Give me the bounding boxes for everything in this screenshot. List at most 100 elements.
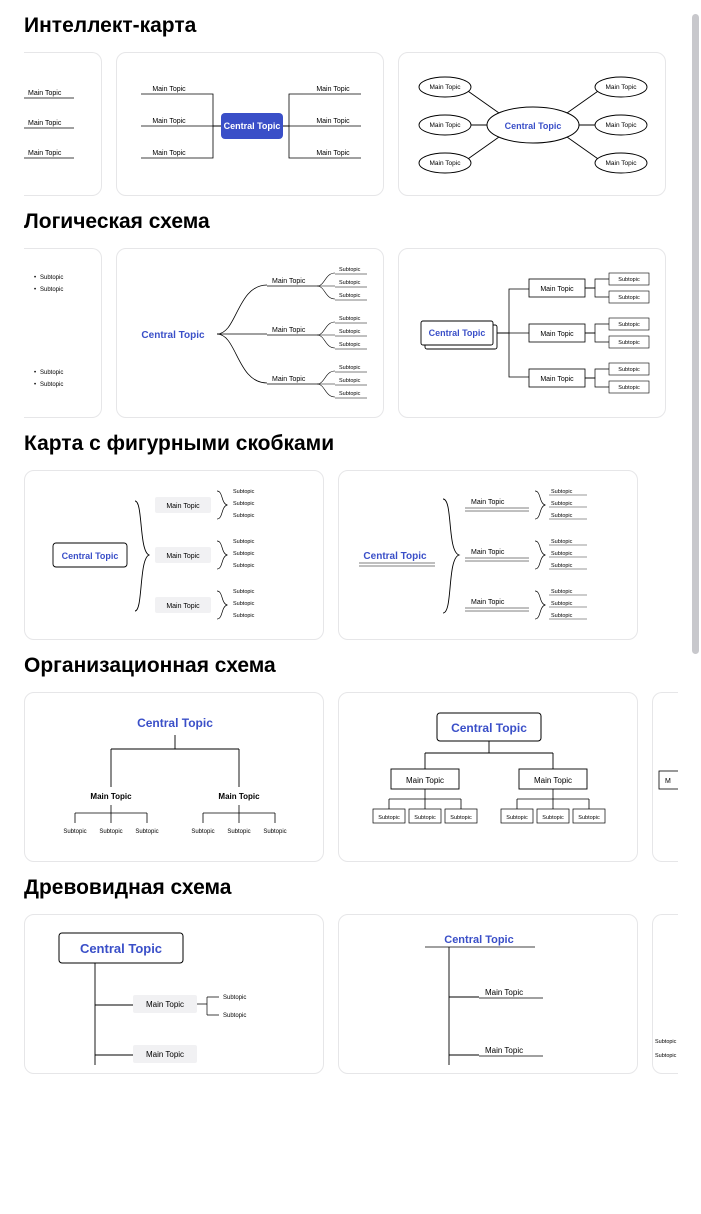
svg-text:Subtopic: Subtopic [618,367,640,373]
svg-text:Main Topic: Main Topic [540,331,574,338]
svg-text:Subtopic: Subtopic [578,815,600,821]
section-mindmap: Интеллект-карта Main Topic Main Topic Ma… [24,14,701,196]
template-card-org-text[interactable]: Central Topic Main Topic Main Topic [24,692,324,862]
svg-text:Main Topic: Main Topic [606,122,638,129]
svg-text:Subtopic: Subtopic [263,829,286,835]
svg-text:Subtopic: Subtopic [339,329,361,335]
svg-text:Central Topic: Central Topic [137,716,213,730]
svg-text:Subtopic: Subtopic [378,815,400,821]
template-card-org-partial[interactable]: M [652,692,678,862]
svg-text:Main Topic: Main Topic [540,286,574,293]
template-card-brace-underline[interactable]: Central Topic Main Topic Main Topic Main… [338,470,638,640]
svg-text:Subtopic: Subtopic [655,1053,677,1059]
svg-text:Main Topic: Main Topic [28,120,62,127]
template-card-tree-plain[interactable]: Central Topic Main Topic Main Topic [338,914,638,1074]
svg-text:Central Topic: Central Topic [444,934,513,946]
svg-text:•: • [34,287,36,293]
scrollbar-thumb[interactable] [692,14,699,654]
section-title-brace: Карта с фигурными скобками [24,432,701,456]
svg-text:Central Topic: Central Topic [141,330,205,341]
svg-text:Subtopic: Subtopic [40,287,63,293]
template-card-logic-curved[interactable]: Central Topic Main Topic Main Topic Main… [116,248,384,418]
svg-text:Subtopic: Subtopic [233,563,255,569]
svg-text:Main Topic: Main Topic [272,327,306,334]
svg-text:Subtopic: Subtopic [339,280,361,286]
svg-text:Main Topic: Main Topic [272,376,306,383]
template-card-tree-boxed[interactable]: Central Topic Main Topic Main Topic [24,914,324,1074]
svg-text:Subtopic: Subtopic [339,391,361,397]
svg-text:Central Topic: Central Topic [363,551,427,562]
svg-text:Main Topic: Main Topic [430,122,462,129]
svg-text:•: • [34,370,36,376]
svg-text:Subtopic: Subtopic [191,829,214,835]
svg-text:Central Topic: Central Topic [429,328,486,338]
svg-text:Main Topic: Main Topic [471,499,505,506]
svg-text:Main Topic: Main Topic [152,118,186,125]
svg-text:Subtopic: Subtopic [339,267,361,273]
section-title-tree: Древовидная схема [24,876,701,900]
svg-text:Subtopic: Subtopic [233,513,255,519]
svg-text:Subtopic: Subtopic [40,370,63,376]
svg-text:Subtopic: Subtopic [223,1013,246,1019]
template-card-tree-partial[interactable]: Subtopic Subtopic [652,914,678,1074]
svg-text:Subtopic: Subtopic [233,501,255,507]
svg-text:Subtopic: Subtopic [506,815,528,821]
svg-text:Main Topic: Main Topic [606,160,638,167]
template-card-brace-boxed[interactable]: Central Topic Main Topic Main Topic Main… [24,470,324,640]
svg-text:Subtopic: Subtopic [63,829,86,835]
template-card-mindmap-ellipse[interactable]: Central Topic Main TopicMain TopicMain T… [398,52,666,196]
section-title-logic: Логическая схема [24,210,701,234]
svg-text:Main Topic: Main Topic [316,118,350,125]
svg-text:Subtopic: Subtopic [618,340,640,346]
template-card-org-boxed[interactable]: Central Topic Main Topic Main Topic [338,692,638,862]
svg-text:M: M [665,778,671,785]
svg-text:Main Topic: Main Topic [28,150,62,157]
svg-text:Main Topic: Main Topic [218,792,260,801]
svg-text:Main Topic: Main Topic [406,776,444,785]
svg-text:Main Topic: Main Topic [316,150,350,157]
svg-text:Subtopic: Subtopic [233,613,255,619]
svg-text:Main Topic: Main Topic [485,988,523,997]
svg-text:Main Topic: Main Topic [606,84,638,91]
svg-text:Main Topic: Main Topic [430,160,462,167]
svg-text:Subtopic: Subtopic [618,322,640,328]
svg-text:Subtopic: Subtopic [551,513,573,519]
svg-text:Subtopic: Subtopic [233,539,255,545]
template-card-mindmap-partial[interactable]: Main Topic Main Topic Main Topic [24,52,102,196]
svg-text:Central Topic: Central Topic [80,941,162,956]
svg-text:Subtopic: Subtopic [99,829,122,835]
section-logic: Логическая схема • Subtopic • Subtopic •… [24,210,701,418]
svg-text:Main Topic: Main Topic [146,1050,184,1059]
svg-text:Main Topic: Main Topic [430,84,462,91]
svg-text:Subtopic: Subtopic [339,342,361,348]
svg-text:Subtopic: Subtopic [551,501,573,507]
svg-text:Main Topic: Main Topic [471,549,505,556]
section-title-mindmap: Интеллект-карта [24,14,701,38]
template-card-logic-boxed[interactable]: Central Topic Main Topic Main Topic Main… [398,248,666,418]
svg-text:Subtopic: Subtopic [40,275,63,281]
svg-text:Central Topic: Central Topic [224,121,281,131]
svg-text:Main Topic: Main Topic [534,776,572,785]
section-brace: Карта с фигурными скобками Central Topic [24,432,701,640]
svg-text:Subtopic: Subtopic [618,277,640,283]
svg-text:Main Topic: Main Topic [272,278,306,285]
svg-text:Main Topic: Main Topic [152,150,186,157]
scrollbar-track[interactable] [692,14,699,1214]
svg-text:Main Topic: Main Topic [166,503,200,510]
svg-text:Main Topic: Main Topic [485,1046,523,1055]
svg-text:Subtopic: Subtopic [135,829,158,835]
svg-text:Central Topic: Central Topic [451,721,527,735]
svg-text:Subtopic: Subtopic [227,829,250,835]
svg-text:Subtopic: Subtopic [339,293,361,299]
template-card-mindmap-lines[interactable]: Main Topic Main Topic Main Topic Main To… [116,52,384,196]
svg-text:Subtopic: Subtopic [542,815,564,821]
svg-text:Main Topic: Main Topic [166,553,200,560]
svg-text:Subtopic: Subtopic [233,551,255,557]
svg-text:Subtopic: Subtopic [339,378,361,384]
section-org: Организационная схема Central Topic Main… [24,654,701,862]
svg-text:Subtopic: Subtopic [414,815,436,821]
section-tree: Древовидная схема Central Topic Main Top… [24,876,701,1074]
svg-text:Subtopic: Subtopic [223,995,246,1001]
svg-text:Main Topic: Main Topic [166,603,200,610]
template-card-logic-partial[interactable]: • Subtopic • Subtopic • Subtopic • Subto… [24,248,102,418]
